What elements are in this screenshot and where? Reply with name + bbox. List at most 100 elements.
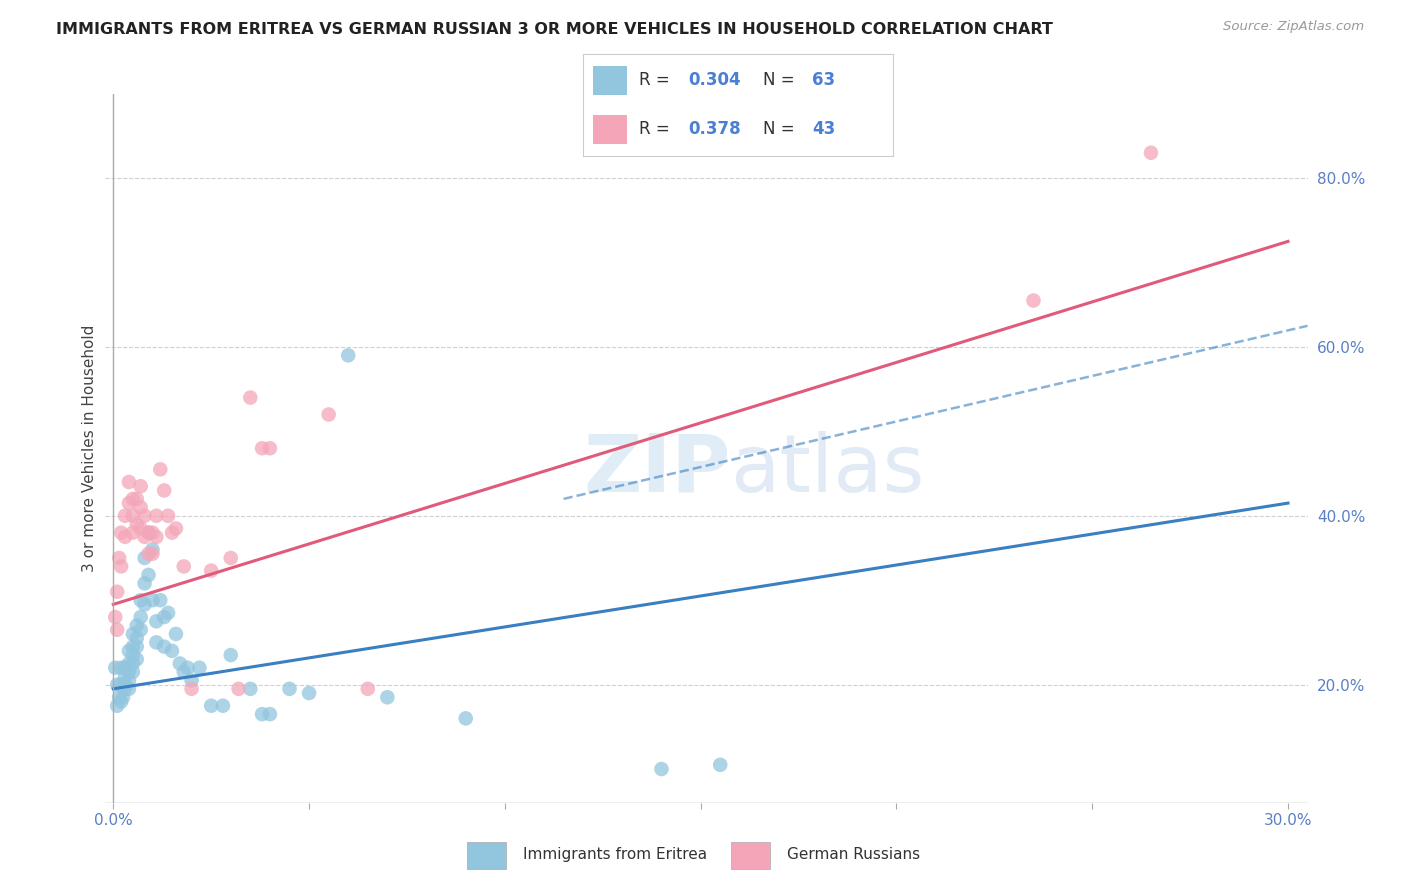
Point <box>125 491 148 506</box>
Text: Immigrants from Eritrea: Immigrants from Eritrea <box>523 847 707 862</box>
Point <box>153 483 176 498</box>
Point <box>239 391 262 405</box>
Point <box>188 661 211 675</box>
Point <box>134 508 156 523</box>
Point <box>110 525 132 540</box>
Point <box>145 508 167 523</box>
Point <box>118 665 141 679</box>
Point <box>228 681 250 696</box>
Point <box>357 681 380 696</box>
Point <box>129 593 152 607</box>
Point <box>259 442 281 456</box>
Text: German Russians: German Russians <box>787 847 921 862</box>
Bar <box>467 842 506 869</box>
Point <box>219 648 242 662</box>
Point <box>114 681 136 696</box>
Point <box>121 627 143 641</box>
Y-axis label: 3 or more Vehicles in Household: 3 or more Vehicles in Household <box>82 325 97 572</box>
Point <box>110 678 132 692</box>
Point <box>138 525 160 540</box>
Point <box>105 678 128 692</box>
Point <box>115 661 138 675</box>
Point <box>125 517 148 532</box>
Text: atlas: atlas <box>731 431 925 508</box>
Point <box>129 500 152 515</box>
Point <box>454 711 477 725</box>
Point <box>129 479 152 493</box>
Point <box>138 567 160 582</box>
Point <box>145 635 167 649</box>
Point <box>173 665 195 679</box>
Point <box>105 584 128 599</box>
Point <box>650 762 672 776</box>
Point <box>125 652 148 666</box>
Text: N =: N = <box>763 71 800 89</box>
Text: R =: R = <box>640 71 675 89</box>
Point <box>129 610 152 624</box>
Point <box>153 640 176 654</box>
Point <box>134 530 156 544</box>
Point <box>110 661 132 675</box>
Point <box>114 669 136 683</box>
Point <box>121 665 143 679</box>
Point <box>110 559 132 574</box>
Bar <box>593 66 627 95</box>
Bar <box>593 115 627 144</box>
Point <box>259 707 281 722</box>
Point <box>200 564 222 578</box>
Point <box>112 690 135 705</box>
Point <box>1022 293 1045 308</box>
Point <box>157 606 180 620</box>
Point <box>141 542 163 557</box>
Point <box>173 559 195 574</box>
Text: 0.304: 0.304 <box>689 71 741 89</box>
Point <box>125 631 148 645</box>
Point <box>141 547 163 561</box>
Point <box>160 525 183 540</box>
Point <box>118 496 141 510</box>
Text: ZIP: ZIP <box>583 431 731 508</box>
Point <box>200 698 222 713</box>
Point <box>104 661 127 675</box>
Point <box>298 686 321 700</box>
Point <box>129 521 152 535</box>
Point <box>114 530 136 544</box>
Point <box>239 681 262 696</box>
Point <box>160 644 183 658</box>
Point <box>250 707 273 722</box>
Text: IMMIGRANTS FROM ERITREA VS GERMAN RUSSIAN 3 OR MORE VEHICLES IN HOUSEHOLD CORREL: IMMIGRANTS FROM ERITREA VS GERMAN RUSSIA… <box>56 22 1053 37</box>
Point <box>709 757 731 772</box>
Text: 0.378: 0.378 <box>689 120 741 138</box>
Point <box>118 475 141 489</box>
Point <box>121 648 143 662</box>
Point <box>180 673 202 688</box>
Point <box>121 491 143 506</box>
Point <box>114 508 136 523</box>
Point <box>169 657 191 671</box>
Point <box>118 673 141 688</box>
Point <box>104 610 127 624</box>
Point <box>121 657 143 671</box>
Text: 43: 43 <box>813 120 835 138</box>
Point <box>1140 145 1163 160</box>
Point <box>377 690 399 705</box>
Text: Source: ZipAtlas.com: Source: ZipAtlas.com <box>1223 20 1364 33</box>
Point <box>180 681 202 696</box>
Point <box>149 593 172 607</box>
Point <box>157 508 180 523</box>
Point <box>114 678 136 692</box>
Text: 63: 63 <box>813 71 835 89</box>
Point <box>110 694 132 708</box>
Point <box>176 661 198 675</box>
Point <box>134 576 156 591</box>
Point <box>318 408 340 422</box>
Point <box>219 551 242 566</box>
Point <box>118 644 141 658</box>
Point <box>149 462 172 476</box>
Point <box>118 681 141 696</box>
Point <box>141 593 163 607</box>
Point <box>129 623 152 637</box>
Point <box>165 521 187 535</box>
Point <box>121 640 143 654</box>
Point <box>121 525 143 540</box>
